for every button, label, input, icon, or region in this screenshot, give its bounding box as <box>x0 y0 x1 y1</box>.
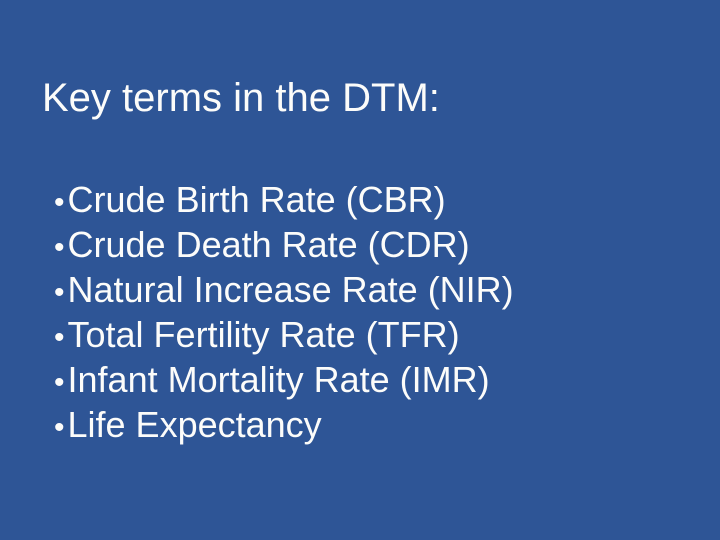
slide-title: Key terms in the DTM: <box>42 76 440 120</box>
bullet-text: Crude Birth Rate (CBR) <box>67 179 446 220</box>
bullet-item: • Total Fertility Rate (TFR) <box>54 312 514 357</box>
bullet-text: Life Expectancy <box>67 404 322 445</box>
bullet-marker: • <box>54 321 65 354</box>
bullet-item: • Infant Mortality Rate (IMR) <box>54 357 514 402</box>
bullet-item: • Life Expectancy <box>54 402 514 447</box>
bullet-marker: • <box>54 186 65 219</box>
bullet-item: • Crude Birth Rate (CBR) <box>54 177 514 222</box>
bullet-marker: • <box>54 276 65 309</box>
bullet-marker: • <box>54 411 65 444</box>
bullet-text: Infant Mortality Rate (IMR) <box>67 359 490 400</box>
bullet-text: Crude Death Rate (CDR) <box>67 224 470 265</box>
bullet-list: • Crude Birth Rate (CBR) • Crude Death R… <box>54 177 514 447</box>
bullet-marker: • <box>54 366 65 399</box>
bullet-item: • Crude Death Rate (CDR) <box>54 222 514 267</box>
bullet-text: Total Fertility Rate (TFR) <box>67 314 460 355</box>
bullet-item: • Natural Increase Rate (NIR) <box>54 267 514 312</box>
bullet-marker: • <box>54 231 65 264</box>
bullet-text: Natural Increase Rate (NIR) <box>67 269 514 310</box>
